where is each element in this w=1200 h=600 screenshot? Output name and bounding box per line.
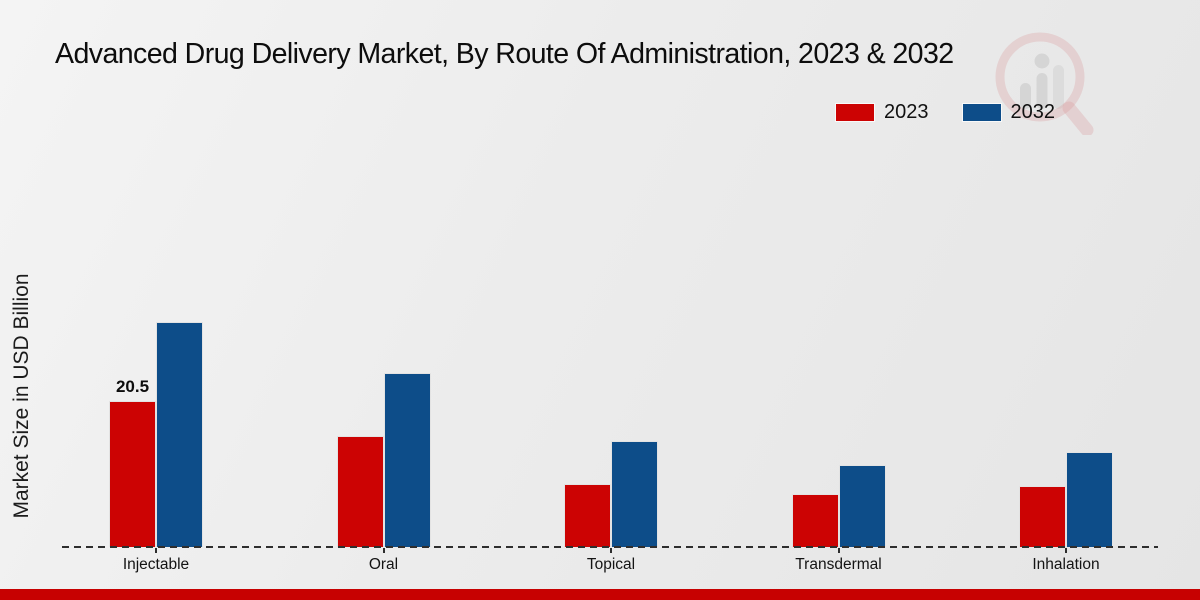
bottom-red-band <box>0 589 1200 600</box>
legend: 2023 2032 <box>836 101 1055 124</box>
bar-inhalation-2023 <box>1019 486 1066 547</box>
bar-oral-2023 <box>336 436 384 547</box>
x-axis-tick <box>610 548 612 553</box>
bar-topical-2032 <box>611 441 658 547</box>
data-label-injectable-2023: 20.5 <box>115 377 150 396</box>
x-axis-category-label: Oral <box>368 556 399 573</box>
x-axis-line <box>62 546 1158 548</box>
bar-injectable-2032 <box>156 322 203 547</box>
chart-title: Advanced Drug Delivery Market, By Route … <box>55 38 954 70</box>
bar-injectable-2023 <box>109 401 156 547</box>
bar-oral-2032 <box>383 373 431 547</box>
x-axis-tick <box>837 548 840 553</box>
magnifier-bar-chart-logo-icon <box>995 32 1094 135</box>
bar-transdermal-2023 <box>791 494 839 547</box>
x-axis-category-label: Inhalation <box>1032 556 1100 573</box>
legend-item-2032: 2032 <box>962 101 1056 124</box>
legend-label-2032: 2032 <box>1010 101 1056 123</box>
x-axis-tick <box>155 548 157 553</box>
bar-transdermal-2032 <box>838 465 886 547</box>
legend-item-2023: 2023 <box>836 101 929 124</box>
legend-label-2023: 2023 <box>884 101 929 123</box>
x-axis-category-label: Transdermal <box>795 556 882 573</box>
y-axis-label: Market Size in USD Billion <box>10 273 33 519</box>
x-axis-tick <box>1065 548 1067 553</box>
legend-swatch-2023 <box>836 104 874 121</box>
bar-topical-2023 <box>564 484 611 547</box>
x-axis-category-label: Topical <box>586 556 636 573</box>
bar-inhalation-2032 <box>1066 452 1113 547</box>
x-axis-tick <box>382 548 385 553</box>
x-axis-category-label: Injectable <box>122 556 190 573</box>
legend-swatch-2032 <box>962 104 1001 121</box>
